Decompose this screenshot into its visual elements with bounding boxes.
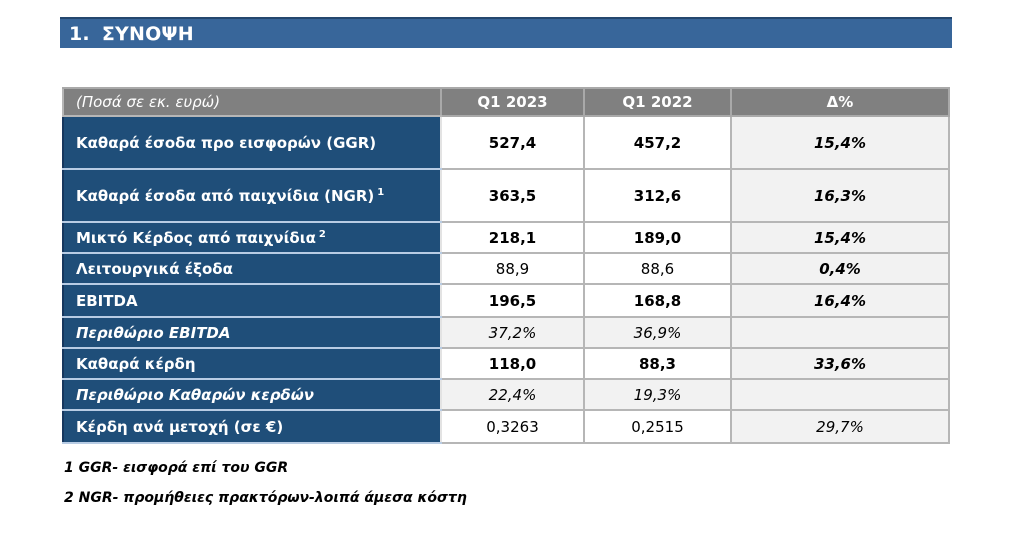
- row-label-superscript: 2: [318, 228, 326, 240]
- value-delta: 33,6%: [730, 347, 950, 380]
- value-q1-2023: 196,5: [440, 283, 585, 318]
- table-row-net-profit-margin: Περιθώριο Καθαρών κερδών 22,4% 19,3%: [62, 378, 950, 411]
- column-header-units: (Ποσά σε εκ. ευρώ): [62, 87, 442, 117]
- row-label: Καθαρά έσοδα προ εισφορών (GGR): [62, 116, 442, 170]
- value-q1-2022: 168,8: [583, 283, 732, 318]
- row-label-text: Μικτό Κέρδος από παιχνίδια: [76, 228, 316, 247]
- row-label-superscript: 1: [377, 186, 385, 198]
- column-header-q1-2023: Q1 2023: [440, 87, 585, 117]
- column-header-q1-2022: Q1 2022: [583, 87, 732, 117]
- table-row-eps: Κέρδη ανά μετοχή (σε €) 0,3263 0,2515 29…: [62, 409, 950, 444]
- value-delta: 16,4%: [730, 283, 950, 318]
- table-row-ngr: Καθαρά έσοδα από παιχνίδια (NGR) 1 363,5 …: [62, 168, 950, 223]
- value-delta: 0,4%: [730, 252, 950, 285]
- value-delta: 16,3%: [730, 168, 950, 223]
- row-label-text: Λειτουργικά έξοδα: [76, 259, 233, 278]
- row-label: EBITDA: [62, 284, 442, 318]
- summary-table: (Ποσά σε εκ. ευρώ) Q1 2023 Q1 2022 Δ% Κα…: [62, 87, 950, 444]
- section-number: 1.: [69, 22, 90, 45]
- row-label: Κέρδη ανά μετοχή (σε €): [62, 410, 442, 444]
- column-header-delta: Δ%: [730, 87, 950, 117]
- value-q1-2022: 457,2: [583, 115, 732, 170]
- footnote-ggr: 1 GGR- εισφορά επί του GGR: [64, 460, 289, 476]
- table-row-ggr: Καθαρά έσοδα προ εισφορών (GGR) 527,4 45…: [62, 115, 950, 170]
- value-q1-2022: 0,2515: [583, 409, 732, 444]
- row-label-text: Καθαρά κέρδη: [76, 354, 196, 373]
- value-delta: 15,4%: [730, 115, 950, 170]
- value-q1-2023: 22,4%: [440, 378, 585, 411]
- table-row-gross-profit: Μικτό Κέρδος από παιχνίδια 2 218,1 189,0 …: [62, 221, 950, 254]
- table-row-operating-expenses: Λειτουργικά έξοδα 88,9 88,6 0,4%: [62, 252, 950, 285]
- value-q1-2022: 19,3%: [583, 378, 732, 411]
- row-label-text: Καθαρά έσοδα προ εισφορών (GGR): [76, 133, 377, 152]
- row-label-text: Περιθώριο EBITDA: [76, 323, 231, 342]
- table-row-ebitda: EBITDA 196,5 168,8 16,4%: [62, 283, 950, 318]
- row-label: Μικτό Κέρδος από παιχνίδια 2: [62, 222, 442, 254]
- value-delta: 15,4%: [730, 221, 950, 254]
- value-q1-2023: 88,9: [440, 252, 585, 285]
- value-q1-2022: 312,6: [583, 168, 732, 223]
- footnotes: 1 GGR- εισφορά επί του GGR 2 NGR- προμήθ…: [64, 457, 467, 517]
- row-label: Καθαρά κέρδη: [62, 348, 442, 380]
- table-row-ebitda-margin: Περιθώριο EBITDA 37,2% 36,9%: [62, 316, 950, 349]
- table-header-row: (Ποσά σε εκ. ευρώ) Q1 2023 Q1 2022 Δ%: [62, 87, 950, 117]
- footnote-ngr: 2 NGR- προμήθειες πρακτόρων-λοιπά άμεσα …: [64, 490, 467, 506]
- value-delta: [730, 378, 950, 411]
- value-q1-2023: 0,3263: [440, 409, 585, 444]
- value-q1-2022: 88,6: [583, 252, 732, 285]
- row-label-text: Κέρδη ανά μετοχή (σε €): [76, 417, 284, 436]
- row-label-text: EBITDA: [76, 291, 138, 310]
- value-q1-2022: 189,0: [583, 221, 732, 254]
- value-q1-2023: 363,5: [440, 168, 585, 223]
- value-q1-2022: 88,3: [583, 347, 732, 380]
- row-label-text: Περιθώριο Καθαρών κερδών: [76, 385, 314, 404]
- row-label: Περιθώριο Καθαρών κερδών: [62, 379, 442, 411]
- value-q1-2023: 527,4: [440, 115, 585, 170]
- value-delta: 29,7%: [730, 409, 950, 444]
- row-label: Λειτουργικά έξοδα: [62, 253, 442, 285]
- section-title: ΣΥΝΟΨΗ: [101, 22, 194, 45]
- value-q1-2023: 218,1: [440, 221, 585, 254]
- value-q1-2023: 37,2%: [440, 316, 585, 349]
- value-q1-2022: 36,9%: [583, 316, 732, 349]
- row-label: Καθαρά έσοδα από παιχνίδια (NGR) 1: [62, 169, 442, 223]
- value-q1-2023: 118,0: [440, 347, 585, 380]
- value-delta: [730, 316, 950, 349]
- row-label: Περιθώριο EBITDA: [62, 317, 442, 349]
- table-row-net-profit: Καθαρά κέρδη 118,0 88,3 33,6%: [62, 347, 950, 380]
- row-label-text: Καθαρά έσοδα από παιχνίδια (NGR): [76, 186, 375, 205]
- section-header: 1. ΣΥΝΟΨΗ: [60, 17, 952, 48]
